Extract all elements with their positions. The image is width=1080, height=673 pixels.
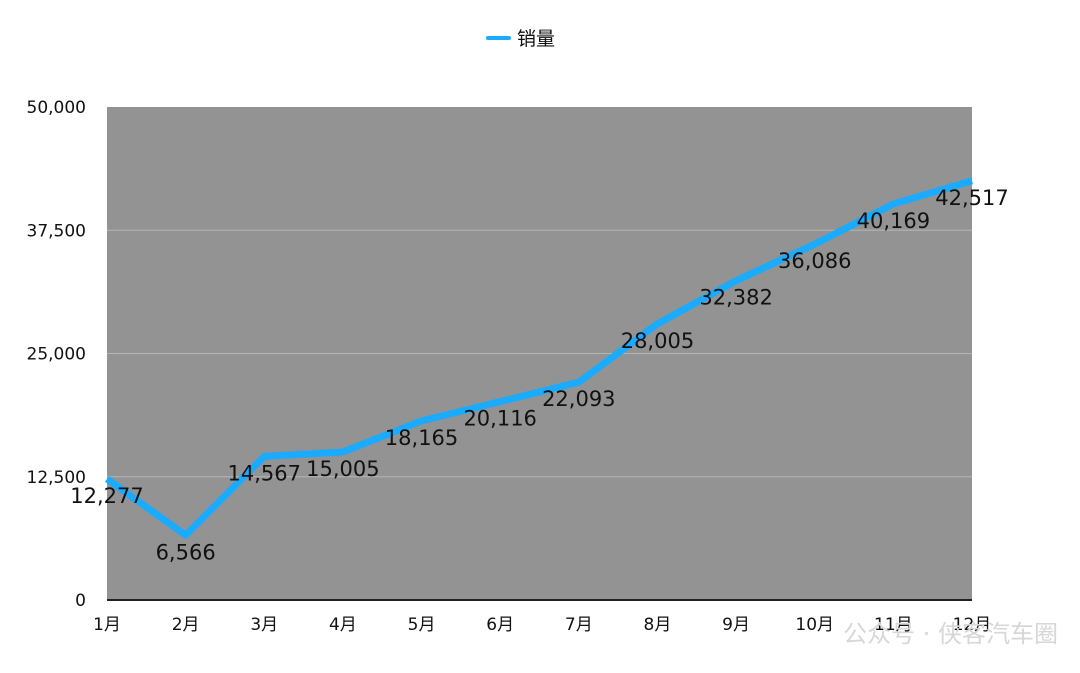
data-label: 14,567: [228, 461, 301, 485]
y-tick-label: 12,500: [27, 468, 86, 488]
x-tick-label: 4月: [329, 615, 357, 635]
x-tick-label: 5月: [408, 615, 436, 635]
data-label: 40,169: [857, 209, 930, 233]
x-tick-label: 10月: [795, 615, 834, 635]
data-label: 20,116: [463, 407, 536, 431]
x-tick-label: 7月: [565, 615, 593, 635]
data-label: 12,277: [70, 484, 143, 508]
y-tick-label: 50,000: [27, 98, 86, 118]
data-label: 32,382: [699, 286, 772, 310]
data-label: 6,566: [156, 540, 216, 564]
y-tick-label: 25,000: [27, 345, 86, 365]
legend: 销量: [486, 28, 555, 50]
x-tick-label: 3月: [250, 615, 278, 635]
x-tick-label: 6月: [486, 615, 514, 635]
y-tick-label: 0: [75, 591, 86, 611]
gridlines: [107, 229, 972, 478]
x-axis: 1月 2月 3月 4月 5月 6月 7月 8月 9月 10月 11月 12月: [93, 615, 991, 635]
x-tick-label: 8月: [644, 615, 672, 635]
x-tick-label: 1月: [93, 615, 121, 635]
y-tick-label: 37,500: [27, 221, 86, 241]
series-line: [104, 177, 973, 539]
data-label: 22,093: [542, 387, 615, 411]
data-label: 15,005: [306, 457, 379, 481]
legend-label: 销量: [517, 28, 555, 50]
data-label: 42,517: [935, 186, 1008, 210]
x-tick-label: 11月: [874, 615, 913, 635]
watermark: 公众号 · 侠客汽车圈: [843, 620, 1058, 648]
data-labels: 12,277 6,566 14,567 15,00518,16520,11622,09…: [70, 186, 1008, 564]
x-tick-label: 9月: [722, 615, 750, 635]
series-sales: [104, 177, 973, 539]
data-label: 18,165: [385, 426, 458, 450]
data-label: 28,005: [621, 329, 694, 353]
x-tick-label: 12月: [953, 615, 992, 635]
data-label: 36,086: [778, 249, 851, 273]
x-tick-label: 2月: [172, 615, 200, 635]
y-axis: 0 12,500 25,000 37,500 50,000: [27, 98, 86, 611]
